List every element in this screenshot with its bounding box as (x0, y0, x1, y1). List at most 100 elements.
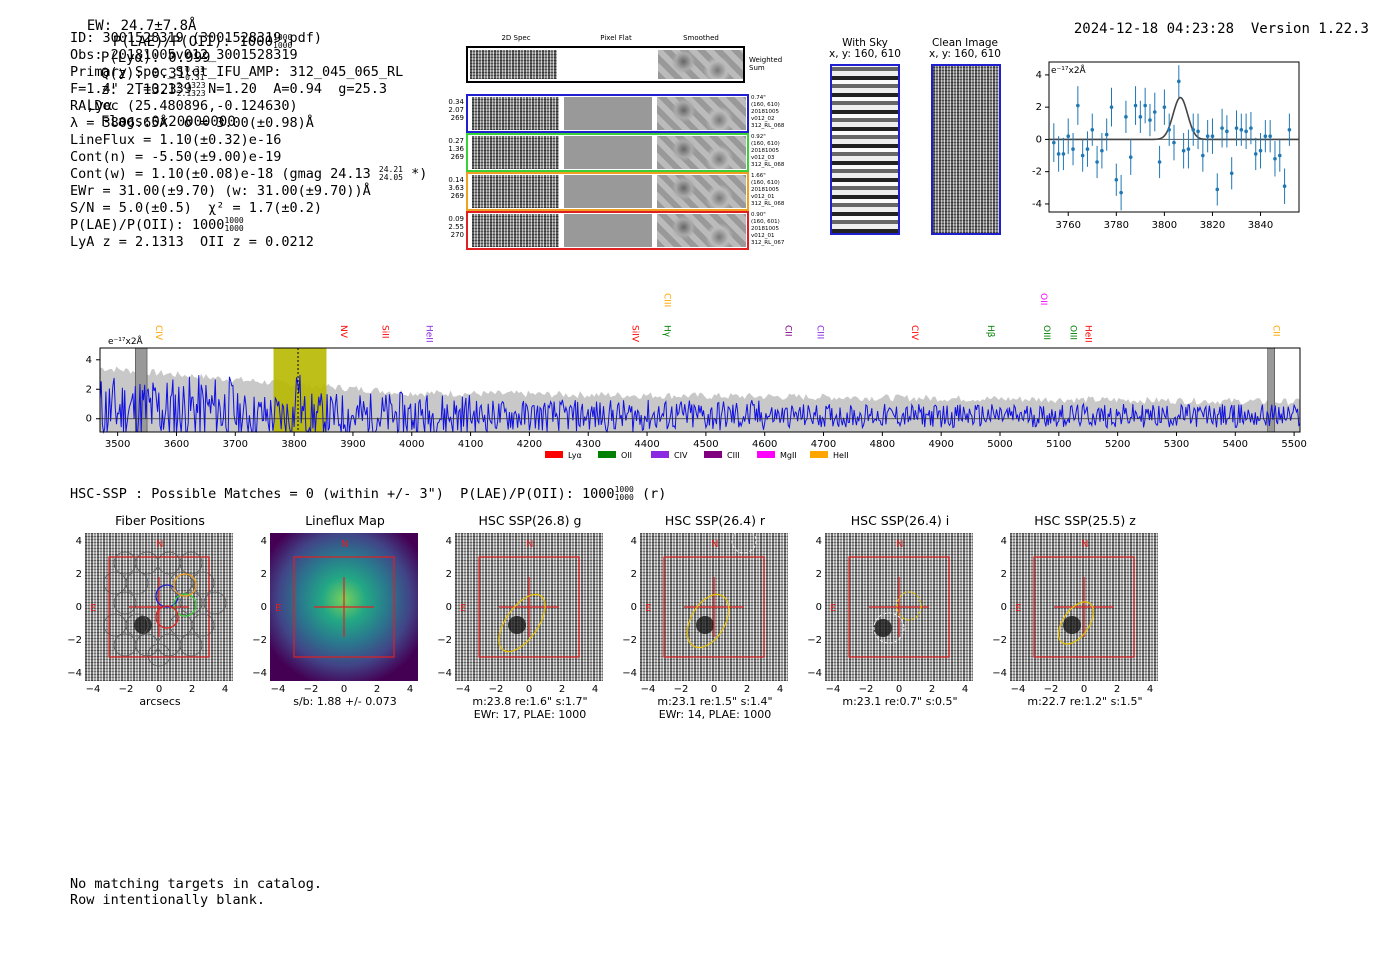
x-tick-label: −2 (673, 684, 689, 695)
x-tick-label: −2 (488, 684, 504, 695)
legend-swatch (704, 451, 722, 458)
cutout-row (466, 211, 749, 250)
east-label: E (1015, 603, 1021, 614)
east-label: E (645, 603, 651, 614)
row-2dspec (472, 175, 559, 208)
legend-swatch (651, 451, 669, 458)
aperture-box (108, 556, 210, 658)
x-tick-label: 0 (710, 684, 718, 695)
header-bar: EW: 24.7±7.8Å P(LAE)/P(OII): 10001000 100… (70, 2, 292, 130)
weighted-sum-label: Weighted Sum (749, 56, 783, 72)
emission-line-label: Hγ (662, 325, 672, 338)
with-sky-image (830, 64, 900, 235)
north-label: N (526, 539, 533, 550)
x-tick-label: 3500 (105, 439, 130, 450)
x-tick-label: 5500 (1281, 439, 1306, 450)
x-tick-label: 4700 (811, 439, 836, 450)
legend-swatch (545, 451, 563, 458)
aperture-ellipse (896, 591, 922, 621)
x-tick-label: −4 (85, 684, 101, 695)
info-lineflux: LineFlux = 1.10(±0.32)e-16 (70, 132, 282, 148)
panel-title: Lineflux Map (305, 513, 385, 528)
x-tick-label: 0 (525, 684, 533, 695)
x-tick-label: 3780 (1104, 220, 1129, 231)
with-sky-title: With Sky x, y: 160, 610 (829, 37, 901, 60)
catalog-circle (873, 612, 905, 644)
source-blob (508, 616, 526, 634)
y-tick-label: 0 (815, 602, 822, 613)
fiber-circle (157, 633, 181, 657)
east-label: E (460, 603, 466, 614)
y-tick-label: 4 (1000, 536, 1007, 547)
fiber-circle (113, 633, 137, 657)
x-tick-label: −4 (455, 684, 471, 695)
imaging-panel: HSC SSP(26.4) r N E m:23.1 re:1.5" s:1.4"… (622, 512, 805, 732)
x-tick-label: 0 (155, 684, 163, 695)
y-tick-label: 4 (445, 536, 452, 547)
data-point (1172, 140, 1176, 145)
y-tick-label: −4 (437, 668, 452, 679)
data-point (1277, 153, 1282, 158)
data-point (1124, 115, 1128, 119)
y-tick-label: 2 (815, 569, 822, 580)
y-tick-label: 0 (445, 602, 452, 613)
data-point (1177, 79, 1181, 84)
y-tick-label: −4 (992, 668, 1007, 679)
north-label: N (711, 539, 718, 550)
x-tick-label: 4 (221, 684, 229, 695)
fiber-green (173, 593, 197, 617)
x-tick-label: 3840 (1248, 220, 1273, 231)
fiber-circle (179, 551, 203, 575)
panel-title: HSC SSP(26.4) r (664, 513, 766, 528)
y-tick-label: 0 (260, 602, 267, 613)
y-tick-label: 0 (630, 602, 637, 613)
info-contw: Cont(w) = 1.10(±0.08)e-18 (gmag 24.13 24… (70, 165, 428, 183)
legend-label: OII (621, 451, 632, 460)
fiber-circle (157, 551, 181, 575)
x-tick-label: 4300 (576, 439, 601, 450)
data-point (1239, 127, 1244, 132)
info-contn: Cont(n) = -5.50(±9.00)e-19 (70, 149, 282, 165)
y-axis-label: e⁻¹⁷x2Å (1051, 64, 1087, 76)
aperture-box (293, 556, 395, 658)
col-header-2dspec: 2D Spec (501, 34, 531, 42)
y-tick-label: -2 (1032, 167, 1042, 178)
data-point (1090, 127, 1095, 132)
data-point (1056, 152, 1061, 156)
fiber-circle (169, 613, 193, 637)
data-point (1210, 134, 1215, 138)
header-version: Version 1.22.3 (1250, 21, 1369, 37)
data-point (1100, 148, 1104, 153)
y-tick-label: 4 (86, 355, 92, 366)
header-ew: EW: 24.7±7.8Å (86, 18, 197, 34)
panel-caption-1: m:23.1 re:1.5" s:1.4" (657, 695, 773, 708)
data-point (1249, 126, 1253, 130)
north-label: N (341, 539, 348, 550)
data-point (1234, 126, 1239, 130)
data-point (1157, 160, 1162, 164)
aperture-ellipse (686, 593, 730, 649)
x-tick-label: 4600 (752, 439, 777, 450)
gaussian-fit (1049, 96, 1299, 141)
data-point (1225, 129, 1229, 134)
aperture-box (663, 556, 765, 658)
full-spectrum-plot: 3500 3600 3700 3800 3900 4000 4100 4200 4300 4400… (86, 293, 1307, 460)
info-lyaz: LyA z = 2.1313 OII z = 0.0212 (70, 234, 314, 250)
y-tick-label: 4 (815, 536, 822, 547)
y-tick-label: 2 (445, 569, 452, 580)
info-lambda: λ = 3806.65Å σ = 3.00(±0.98)Å (70, 115, 314, 131)
data-point (1186, 147, 1191, 151)
aperture-box (478, 556, 580, 658)
x-tick-label: 5100 (1046, 439, 1071, 450)
cutout-row (466, 133, 749, 172)
legend-label: CIII (727, 451, 740, 460)
y-tick-label: −4 (67, 668, 82, 679)
detection-info: ID: 3001528319 (3001528319.pdf) Obs: 201… (70, 30, 427, 251)
panel-caption-1: s/b: 1.88 +/- 0.073 (293, 695, 397, 708)
x-tick-label: 5400 (1223, 439, 1248, 450)
data-point (1119, 190, 1123, 195)
data-point (1196, 129, 1200, 134)
panel-caption-1: arcsecs (139, 695, 181, 708)
